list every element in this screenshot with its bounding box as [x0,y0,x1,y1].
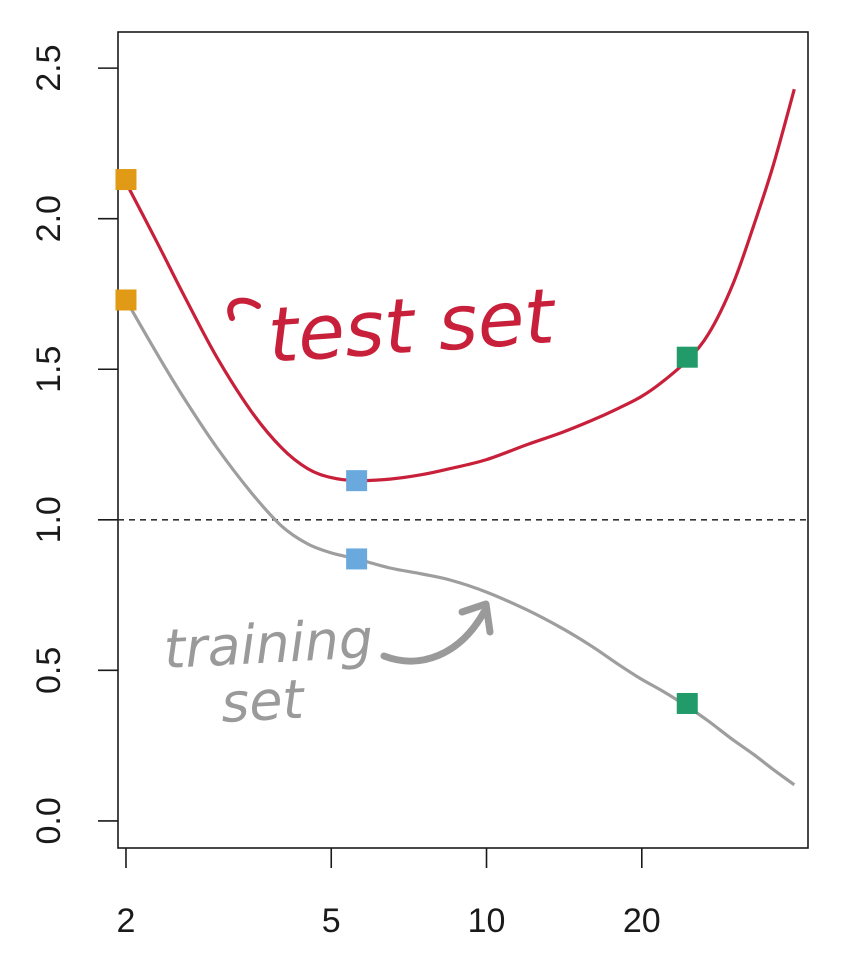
y-tick-label: 1.5 [30,346,68,393]
y-tick-label: 2.0 [30,195,68,242]
markers [115,169,698,714]
test-set-hook-mark [227,297,261,321]
x-tick-label: 5 [322,902,341,940]
x-tick-label: 10 [468,902,506,940]
x-tick-label: 2 [117,902,136,940]
axes: 0.0 0.5 1.0 1.5 2.0 2.5 2 5 10 20 [30,31,809,940]
x-tick-label: 20 [623,902,661,940]
curves [124,88,796,787]
annotation-test-set: test set [265,271,560,380]
y-tick-label: 0.0 [30,797,68,844]
marker-5 [676,692,698,714]
training-arrow-head [458,600,494,636]
y-tick-label: 1.0 [30,496,68,543]
series-line-1 [124,299,796,787]
series-line-0 [124,88,796,483]
annotation-training: training [162,607,374,681]
marker-2 [346,470,368,492]
y-tick-label: 0.5 [30,647,68,694]
marker-1 [115,289,137,311]
marker-3 [346,548,368,570]
annotations: test set training set [162,271,560,735]
y-tick-label: 2.5 [30,45,68,92]
training-arrow [380,608,488,665]
marker-0 [115,169,137,191]
marker-4 [676,346,698,368]
annotation-set: set [219,668,307,735]
plot-frame [117,31,809,849]
